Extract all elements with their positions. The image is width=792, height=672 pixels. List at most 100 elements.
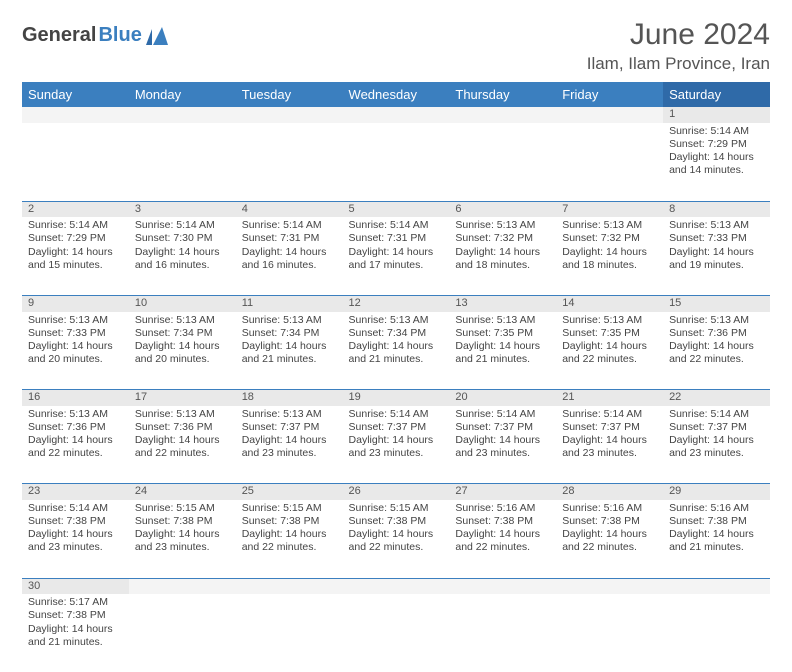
daylight-line: Daylight: 14 hours and 21 minutes. bbox=[242, 340, 337, 366]
day-cell: Sunrise: 5:16 AMSunset: 7:38 PMDaylight:… bbox=[663, 500, 770, 578]
sunset-line: Sunset: 7:38 PM bbox=[562, 515, 657, 528]
sunrise-line: Sunrise: 5:14 AM bbox=[349, 408, 444, 421]
daylight-line: Daylight: 14 hours and 23 minutes. bbox=[28, 528, 123, 554]
sunset-line: Sunset: 7:36 PM bbox=[669, 327, 764, 340]
header: General Blue June 2024 Ilam, Ilam Provin… bbox=[22, 18, 770, 74]
daylight-line: Daylight: 14 hours and 18 minutes. bbox=[455, 246, 550, 272]
daylight-line: Daylight: 14 hours and 21 minutes. bbox=[669, 528, 764, 554]
weekday-header: Tuesday bbox=[236, 82, 343, 107]
day-cell bbox=[556, 123, 663, 201]
day-cell bbox=[343, 594, 450, 672]
daylight-line: Daylight: 14 hours and 22 minutes. bbox=[135, 434, 230, 460]
weekday-header-row: SundayMondayTuesdayWednesdayThursdayFrid… bbox=[22, 82, 770, 107]
day-number: 1 bbox=[663, 107, 770, 123]
daylight-line: Daylight: 14 hours and 15 minutes. bbox=[28, 246, 123, 272]
day-number: 6 bbox=[449, 201, 556, 217]
day-cell: Sunrise: 5:14 AMSunset: 7:37 PMDaylight:… bbox=[449, 406, 556, 484]
day-cell bbox=[236, 123, 343, 201]
day-cell bbox=[556, 594, 663, 672]
sunset-line: Sunset: 7:34 PM bbox=[135, 327, 230, 340]
day-cell: Sunrise: 5:14 AMSunset: 7:37 PMDaylight:… bbox=[556, 406, 663, 484]
day-cell bbox=[22, 123, 129, 201]
day-number bbox=[22, 107, 129, 123]
sunset-line: Sunset: 7:34 PM bbox=[242, 327, 337, 340]
day-number: 3 bbox=[129, 201, 236, 217]
day-number: 25 bbox=[236, 484, 343, 500]
daylight-line: Daylight: 14 hours and 21 minutes. bbox=[28, 623, 123, 649]
sunset-line: Sunset: 7:38 PM bbox=[242, 515, 337, 528]
sunset-line: Sunset: 7:38 PM bbox=[349, 515, 444, 528]
daylight-line: Daylight: 14 hours and 22 minutes. bbox=[562, 528, 657, 554]
sunrise-line: Sunrise: 5:13 AM bbox=[349, 314, 444, 327]
day-number bbox=[236, 107, 343, 123]
day-number: 29 bbox=[663, 484, 770, 500]
sunset-line: Sunset: 7:35 PM bbox=[562, 327, 657, 340]
day-number: 9 bbox=[22, 295, 129, 311]
day-number: 14 bbox=[556, 295, 663, 311]
day-cell: Sunrise: 5:13 AMSunset: 7:34 PMDaylight:… bbox=[236, 312, 343, 390]
sunrise-line: Sunrise: 5:14 AM bbox=[242, 219, 337, 232]
day-cell: Sunrise: 5:13 AMSunset: 7:36 PMDaylight:… bbox=[22, 406, 129, 484]
sunrise-line: Sunrise: 5:13 AM bbox=[562, 314, 657, 327]
daylight-line: Daylight: 14 hours and 22 minutes. bbox=[28, 434, 123, 460]
daylight-line: Daylight: 14 hours and 21 minutes. bbox=[455, 340, 550, 366]
daylight-line: Daylight: 14 hours and 23 minutes. bbox=[242, 434, 337, 460]
daylight-line: Daylight: 14 hours and 19 minutes. bbox=[669, 246, 764, 272]
day-cell: Sunrise: 5:13 AMSunset: 7:36 PMDaylight:… bbox=[663, 312, 770, 390]
day-number: 18 bbox=[236, 390, 343, 406]
weekday-header: Saturday bbox=[663, 82, 770, 107]
day-cell: Sunrise: 5:17 AMSunset: 7:38 PMDaylight:… bbox=[22, 594, 129, 672]
sunrise-line: Sunrise: 5:13 AM bbox=[455, 314, 550, 327]
sunrise-line: Sunrise: 5:14 AM bbox=[28, 219, 123, 232]
weekday-header: Sunday bbox=[22, 82, 129, 107]
sunrise-line: Sunrise: 5:13 AM bbox=[28, 314, 123, 327]
daynum-row: 1 bbox=[22, 107, 770, 123]
day-cell: Sunrise: 5:13 AMSunset: 7:37 PMDaylight:… bbox=[236, 406, 343, 484]
day-number bbox=[556, 107, 663, 123]
day-cell: Sunrise: 5:14 AMSunset: 7:38 PMDaylight:… bbox=[22, 500, 129, 578]
sunrise-line: Sunrise: 5:14 AM bbox=[455, 408, 550, 421]
daylight-line: Daylight: 14 hours and 21 minutes. bbox=[349, 340, 444, 366]
day-number: 15 bbox=[663, 295, 770, 311]
sunset-line: Sunset: 7:36 PM bbox=[28, 421, 123, 434]
day-cell: Sunrise: 5:14 AMSunset: 7:31 PMDaylight:… bbox=[236, 217, 343, 295]
calendar-table: SundayMondayTuesdayWednesdayThursdayFrid… bbox=[22, 82, 770, 672]
daylight-line: Daylight: 14 hours and 22 minutes. bbox=[242, 528, 337, 554]
daylight-line: Daylight: 14 hours and 23 minutes. bbox=[455, 434, 550, 460]
sunrise-line: Sunrise: 5:13 AM bbox=[135, 408, 230, 421]
sunrise-line: Sunrise: 5:16 AM bbox=[455, 502, 550, 515]
sunset-line: Sunset: 7:36 PM bbox=[135, 421, 230, 434]
day-cell: Sunrise: 5:13 AMSunset: 7:35 PMDaylight:… bbox=[556, 312, 663, 390]
daylight-line: Daylight: 14 hours and 17 minutes. bbox=[349, 246, 444, 272]
daylight-line: Daylight: 14 hours and 23 minutes. bbox=[669, 434, 764, 460]
day-cell: Sunrise: 5:14 AMSunset: 7:31 PMDaylight:… bbox=[343, 217, 450, 295]
weekday-header: Thursday bbox=[449, 82, 556, 107]
day-cell bbox=[236, 594, 343, 672]
sunrise-line: Sunrise: 5:13 AM bbox=[562, 219, 657, 232]
day-cell: Sunrise: 5:14 AMSunset: 7:30 PMDaylight:… bbox=[129, 217, 236, 295]
sunrise-line: Sunrise: 5:13 AM bbox=[242, 408, 337, 421]
sunset-line: Sunset: 7:34 PM bbox=[349, 327, 444, 340]
sunset-line: Sunset: 7:37 PM bbox=[455, 421, 550, 434]
day-number: 10 bbox=[129, 295, 236, 311]
content-row: Sunrise: 5:13 AMSunset: 7:33 PMDaylight:… bbox=[22, 312, 770, 390]
sunrise-line: Sunrise: 5:14 AM bbox=[28, 502, 123, 515]
day-number: 28 bbox=[556, 484, 663, 500]
daynum-row: 9101112131415 bbox=[22, 295, 770, 311]
title-block: June 2024 Ilam, Ilam Province, Iran bbox=[587, 18, 770, 74]
day-cell: Sunrise: 5:13 AMSunset: 7:32 PMDaylight:… bbox=[449, 217, 556, 295]
day-cell bbox=[449, 594, 556, 672]
day-number bbox=[663, 578, 770, 594]
daylight-line: Daylight: 14 hours and 22 minutes. bbox=[349, 528, 444, 554]
daynum-row: 23242526272829 bbox=[22, 484, 770, 500]
day-cell: Sunrise: 5:15 AMSunset: 7:38 PMDaylight:… bbox=[343, 500, 450, 578]
day-cell: Sunrise: 5:15 AMSunset: 7:38 PMDaylight:… bbox=[129, 500, 236, 578]
daylight-line: Daylight: 14 hours and 22 minutes. bbox=[669, 340, 764, 366]
daylight-line: Daylight: 14 hours and 14 minutes. bbox=[669, 151, 764, 177]
day-number: 12 bbox=[343, 295, 450, 311]
sunset-line: Sunset: 7:38 PM bbox=[135, 515, 230, 528]
sunrise-line: Sunrise: 5:14 AM bbox=[349, 219, 444, 232]
daylight-line: Daylight: 14 hours and 22 minutes. bbox=[562, 340, 657, 366]
content-row: Sunrise: 5:17 AMSunset: 7:38 PMDaylight:… bbox=[22, 594, 770, 672]
day-number bbox=[129, 107, 236, 123]
